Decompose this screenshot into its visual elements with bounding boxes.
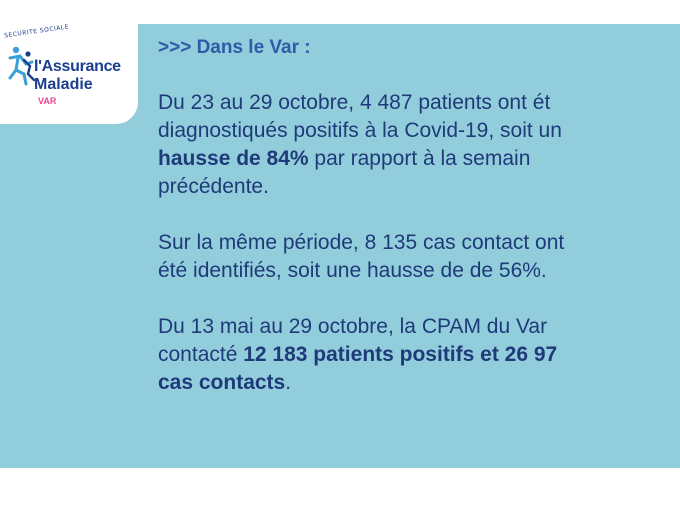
- paragraph-line: été identifiés, soit une hausse de de 56…: [158, 259, 547, 282]
- logo-region: VAR: [38, 96, 57, 106]
- paragraph-line: hausse de 84% par rapport à la semain: [158, 145, 680, 173]
- highlight-contacts: cas contacts: [158, 371, 286, 394]
- paragraph-contacts: Sur la même période, 8 135 cas contact o…: [158, 229, 680, 285]
- paragraph-line: Du 23 au 29 octobre, 4 487 patients ont …: [158, 91, 551, 114]
- paragraph-line: précédente.: [158, 175, 269, 198]
- assurance-maladie-logo: SECURITE SOCIALE l'Assurance Maladie VAR: [0, 24, 138, 124]
- highlight-increase: hausse de 84%: [158, 147, 309, 170]
- paragraph-text: par rapport à la semain: [308, 147, 531, 170]
- paragraph-text: .: [285, 371, 292, 394]
- logo-title: l'Assurance: [34, 58, 121, 75]
- logo-subtitle: Maladie: [34, 76, 93, 93]
- slide-background: SECURITE SOCIALE l'Assurance Maladie VAR…: [0, 24, 680, 468]
- slide-content: >>> Dans le Var : Du 23 au 29 octobre, 4…: [158, 34, 680, 425]
- running-figures-icon: [8, 46, 36, 86]
- paragraph-line: contacté 12 183 patients positifs et 26 …: [158, 341, 680, 369]
- paragraph-line: Sur la même période, 8 135 cas contact o…: [158, 231, 565, 254]
- paragraph-cases: Du 23 au 29 octobre, 4 487 patients ont …: [158, 89, 680, 201]
- paragraph-line: diagnostiqués positifs à la Covid-19, so…: [158, 119, 562, 142]
- paragraph-cpam: Du 13 mai au 29 octobre, la CPAM du Var …: [158, 313, 680, 397]
- highlight-totals: 12 183 patients positifs et 26 97: [243, 343, 558, 366]
- logo-arc-text: SECURITE SOCIALE: [3, 24, 70, 40]
- paragraph-line: Du 13 mai au 29 octobre, la CPAM du Var: [158, 315, 548, 338]
- paragraph-text: contacté: [158, 343, 244, 366]
- section-heading: >>> Dans le Var :: [158, 37, 311, 58]
- paragraph-line: cas contacts.: [158, 369, 680, 397]
